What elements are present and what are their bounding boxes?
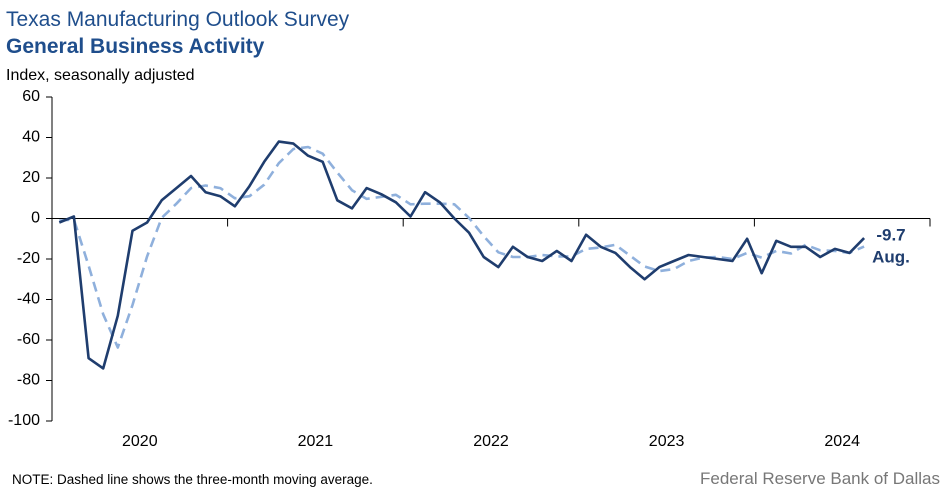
- index-line: [58, 140, 866, 370]
- y-tick-label: 0: [31, 210, 40, 227]
- x-tick-label: 2023: [649, 433, 685, 450]
- moving-average-line: [59, 145, 865, 349]
- x-tick-label: 2022: [473, 433, 509, 450]
- y-tick-label: -60: [17, 331, 40, 348]
- y-tick-label: 20: [22, 169, 40, 186]
- note: NOTE: Dashed line shows the three-month …: [12, 472, 373, 487]
- y-tick-label: -40: [17, 291, 40, 308]
- y-tick-label: -80: [17, 372, 40, 389]
- x-tick-label: 2024: [824, 433, 860, 450]
- x-tick-label: 2021: [298, 433, 334, 450]
- chart-title: Texas Manufacturing Outlook Survey: [6, 8, 350, 31]
- y-tick-label: 40: [22, 129, 40, 146]
- y-tick-label: -20: [17, 250, 40, 267]
- data-label: -9.7: [876, 226, 905, 245]
- chart-subtitle: General Business Activity: [6, 35, 265, 58]
- y-axis-label: Index, seasonally adjusted: [6, 67, 195, 84]
- source: Federal Reserve Bank of Dallas: [700, 469, 940, 488]
- x-tick-label: 2020: [122, 433, 158, 450]
- y-tick-label: -100: [8, 412, 40, 429]
- y-tick-label: 60: [22, 88, 40, 105]
- annotation: Aug.: [872, 248, 910, 267]
